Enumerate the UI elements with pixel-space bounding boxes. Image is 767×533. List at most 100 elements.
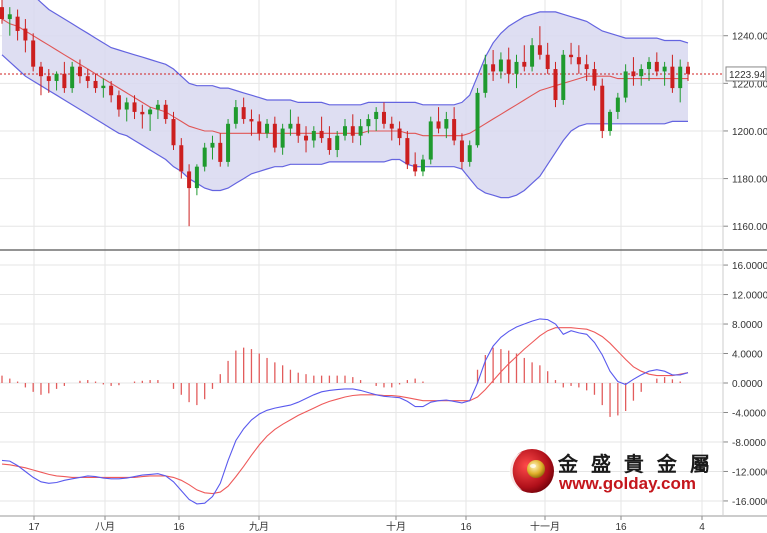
- candle-body: [116, 95, 121, 110]
- candle-body: [436, 121, 441, 129]
- candle-body: [77, 66, 82, 77]
- candle: [38, 61, 43, 96]
- candle-body: [31, 40, 36, 67]
- bollinger-lower-line: [1, 54, 688, 199]
- candle: [132, 95, 137, 120]
- candle-body: [280, 128, 285, 148]
- candle-body: [124, 102, 129, 110]
- candle-body: [584, 64, 589, 70]
- candle: [498, 52, 503, 79]
- candle: [296, 116, 301, 143]
- candle-body: [561, 54, 566, 100]
- candle: [561, 50, 566, 105]
- candle-body: [171, 119, 176, 146]
- macd-tick-label: 12.0000: [732, 291, 767, 302]
- candle: [140, 104, 145, 129]
- candle: [405, 130, 410, 170]
- candle: [576, 45, 581, 74]
- candle: [335, 130, 340, 158]
- x-tick-label: 16: [460, 522, 472, 533]
- candle-body: [46, 76, 51, 81]
- x-tick-label: 八月: [95, 521, 115, 533]
- candle: [545, 42, 550, 74]
- price-tick-label: 1220.00: [732, 79, 767, 90]
- candle: [171, 111, 176, 150]
- candle-body: [670, 66, 675, 89]
- candle-body: [70, 66, 75, 89]
- candle: [647, 57, 652, 81]
- candle-body: [623, 71, 628, 98]
- candle: [678, 59, 683, 103]
- candle: [15, 9, 20, 41]
- candle: [54, 71, 59, 91]
- candle-body: [639, 69, 644, 77]
- candle: [428, 116, 433, 165]
- candle: [265, 119, 270, 139]
- candle-body: [7, 14, 12, 20]
- candle: [7, 7, 12, 36]
- candle-body: [15, 16, 20, 31]
- candle: [241, 97, 246, 124]
- candle-body: [498, 59, 503, 72]
- candle-body: [202, 147, 207, 167]
- candle: [23, 19, 28, 53]
- candle-body: [413, 164, 418, 172]
- candle: [109, 80, 114, 103]
- candle-body: [335, 135, 340, 150]
- price-tick-label: 1240.00: [732, 32, 767, 43]
- candle-body: [350, 126, 355, 136]
- x-axis: 17 八月 16 九月 十月 16 十一月 16 4: [28, 516, 705, 533]
- candle-body: [545, 54, 550, 70]
- candle-body: [686, 66, 690, 74]
- price-y-axis: 1240.00 1220.00 1200.00 1180.00 1160.00: [723, 32, 767, 233]
- candle: [670, 54, 675, 93]
- macd-tick-label: 4.0000: [732, 350, 763, 361]
- candle-body: [678, 66, 683, 89]
- candle-body: [187, 171, 192, 189]
- candle-body: [389, 123, 394, 129]
- candle: [530, 38, 535, 72]
- candle-body: [467, 145, 472, 162]
- candle-body: [233, 107, 238, 124]
- candle: [116, 90, 121, 117]
- candle-body: [576, 57, 581, 65]
- candle-body: [101, 85, 106, 89]
- candle: [210, 135, 215, 160]
- candle: [522, 45, 527, 72]
- candle: [654, 52, 659, 77]
- candle-body: [420, 159, 425, 172]
- current-price-tag: 1223.94: [725, 66, 767, 82]
- candle: [163, 100, 168, 124]
- candle-body: [38, 66, 43, 77]
- golday-watermark: 金 盛 貴 金 屬 www.golday.com: [509, 449, 710, 493]
- candle: [475, 88, 480, 148]
- candle: [101, 78, 106, 98]
- candle-body: [475, 92, 480, 146]
- candle: [553, 61, 558, 108]
- x-tick-label: 十一月: [530, 520, 560, 533]
- candle: [389, 116, 394, 141]
- candle-body: [483, 64, 488, 93]
- candle: [46, 69, 51, 93]
- macd-histogram: [1, 347, 681, 417]
- price-tick-label: 1160.00: [732, 222, 767, 233]
- candle-body: [343, 126, 347, 136]
- candle-body: [647, 61, 652, 70]
- candle-body: [226, 123, 231, 162]
- candle: [350, 114, 355, 143]
- candles: [0, 0, 690, 227]
- candle: [639, 64, 644, 86]
- candle-body: [140, 111, 145, 115]
- x-tick-label: 16: [173, 522, 185, 533]
- candle: [124, 97, 129, 122]
- candle-body: [405, 138, 410, 165]
- macd-tick-label: -4.0000: [732, 408, 766, 419]
- candle: [343, 119, 347, 141]
- macd-tick-label: 16.0000: [732, 261, 767, 272]
- candle: [187, 164, 192, 227]
- candle-body: [397, 128, 402, 139]
- candle: [327, 126, 332, 155]
- candle: [319, 116, 324, 143]
- candle-body: [374, 111, 379, 120]
- candle: [218, 133, 223, 167]
